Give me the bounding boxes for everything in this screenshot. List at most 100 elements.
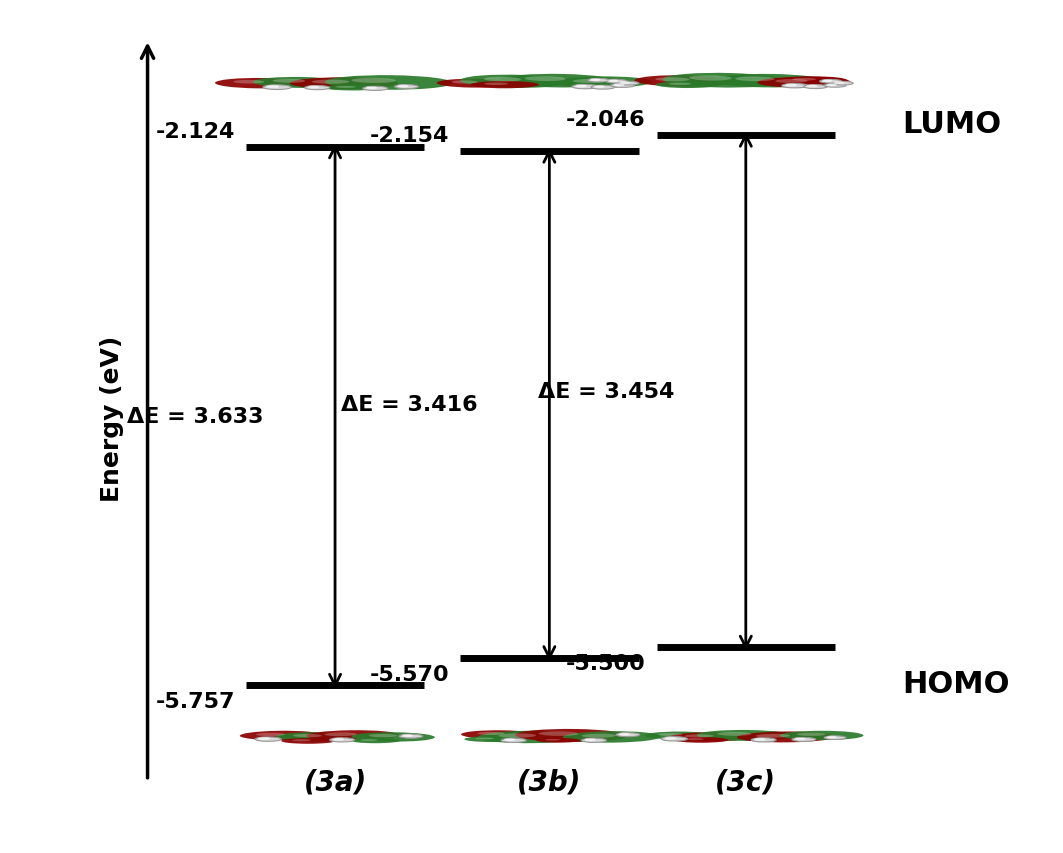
Ellipse shape [460, 76, 567, 89]
Ellipse shape [524, 77, 566, 82]
Ellipse shape [369, 734, 398, 737]
Text: (3b): (3b) [518, 768, 581, 796]
Ellipse shape [737, 732, 836, 742]
Ellipse shape [562, 731, 661, 743]
Circle shape [824, 84, 846, 88]
Ellipse shape [275, 733, 359, 742]
Circle shape [661, 737, 688, 741]
Circle shape [617, 82, 639, 86]
Text: ΔE = 3.633: ΔE = 3.633 [128, 407, 264, 426]
Ellipse shape [689, 76, 731, 82]
Ellipse shape [500, 75, 617, 89]
Circle shape [588, 79, 609, 83]
Ellipse shape [461, 730, 539, 740]
Ellipse shape [796, 733, 826, 736]
Circle shape [786, 85, 796, 87]
Circle shape [594, 87, 604, 88]
Text: LUMO: LUMO [902, 110, 1001, 139]
Ellipse shape [656, 82, 720, 89]
Circle shape [591, 80, 600, 81]
Circle shape [259, 738, 269, 740]
Ellipse shape [780, 731, 863, 740]
Text: (3c): (3c) [715, 768, 776, 796]
Ellipse shape [718, 732, 752, 736]
Circle shape [755, 739, 765, 740]
Circle shape [394, 85, 419, 90]
Ellipse shape [712, 75, 825, 89]
Ellipse shape [669, 733, 752, 742]
Ellipse shape [685, 734, 713, 738]
Ellipse shape [360, 740, 377, 741]
Ellipse shape [452, 81, 477, 84]
Circle shape [827, 85, 837, 86]
Text: ΔE = 3.454: ΔE = 3.454 [538, 382, 674, 402]
Ellipse shape [573, 80, 607, 84]
Circle shape [831, 82, 854, 86]
Ellipse shape [554, 78, 652, 89]
Circle shape [501, 739, 526, 742]
Ellipse shape [437, 79, 510, 89]
Ellipse shape [273, 80, 305, 84]
Ellipse shape [215, 78, 303, 90]
Text: -2.124: -2.124 [155, 122, 235, 142]
Circle shape [362, 87, 388, 91]
Text: -5.570: -5.570 [370, 664, 450, 684]
Text: Energy (eV): Energy (eV) [100, 335, 123, 501]
Circle shape [752, 738, 776, 742]
Ellipse shape [635, 76, 732, 88]
Ellipse shape [516, 729, 628, 742]
Circle shape [611, 84, 635, 88]
Text: ΔE = 3.416: ΔE = 3.416 [341, 395, 478, 415]
Ellipse shape [311, 80, 350, 84]
Ellipse shape [757, 78, 850, 89]
Circle shape [399, 734, 423, 739]
Circle shape [305, 86, 330, 90]
Ellipse shape [536, 738, 580, 743]
Ellipse shape [470, 82, 539, 90]
Ellipse shape [545, 739, 560, 740]
Ellipse shape [477, 731, 586, 743]
Ellipse shape [292, 740, 311, 741]
Ellipse shape [292, 734, 322, 737]
Ellipse shape [756, 734, 790, 738]
Ellipse shape [290, 78, 398, 90]
Circle shape [807, 86, 816, 88]
Ellipse shape [736, 78, 775, 82]
Ellipse shape [351, 738, 400, 743]
Circle shape [606, 80, 627, 84]
Circle shape [267, 86, 279, 89]
Circle shape [665, 738, 676, 740]
Ellipse shape [253, 78, 345, 89]
Circle shape [581, 739, 607, 742]
Ellipse shape [775, 80, 808, 84]
Ellipse shape [658, 734, 682, 736]
Circle shape [263, 86, 291, 90]
Ellipse shape [499, 734, 536, 738]
Circle shape [614, 85, 624, 86]
Circle shape [621, 83, 629, 84]
Ellipse shape [477, 732, 505, 735]
Ellipse shape [465, 736, 519, 742]
Ellipse shape [685, 739, 704, 740]
Ellipse shape [662, 73, 784, 89]
Text: -5.757: -5.757 [155, 692, 235, 711]
Ellipse shape [306, 730, 400, 740]
Circle shape [255, 737, 282, 741]
Circle shape [403, 735, 412, 736]
Circle shape [804, 85, 827, 90]
Ellipse shape [484, 78, 521, 83]
Circle shape [781, 84, 808, 89]
Circle shape [609, 81, 618, 83]
Ellipse shape [674, 737, 728, 743]
Ellipse shape [234, 81, 265, 84]
Circle shape [617, 733, 640, 737]
Ellipse shape [352, 733, 435, 742]
Ellipse shape [778, 78, 847, 85]
Ellipse shape [669, 84, 691, 86]
Ellipse shape [256, 733, 285, 736]
Circle shape [827, 736, 837, 738]
Ellipse shape [484, 84, 508, 86]
Text: -2.046: -2.046 [567, 110, 646, 131]
Circle shape [795, 738, 805, 740]
Circle shape [572, 85, 598, 90]
